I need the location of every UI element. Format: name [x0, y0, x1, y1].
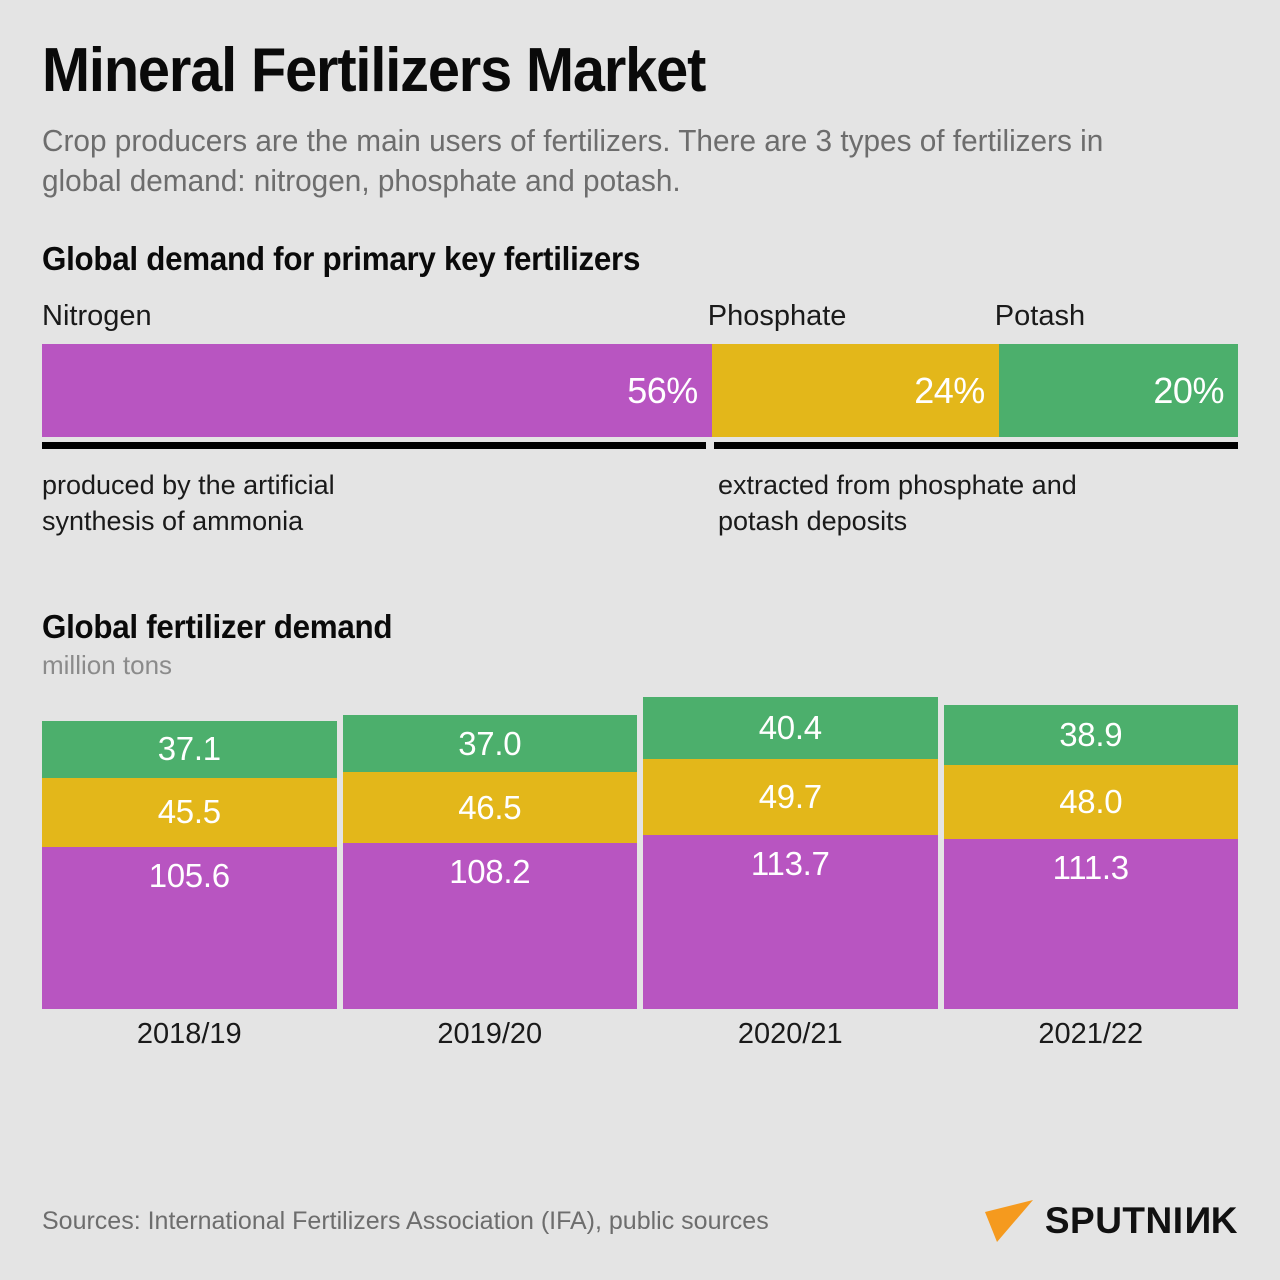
share-segment-potash: 20%	[998, 344, 1238, 438]
chart-segment-phosphate: 48.0	[943, 764, 1238, 839]
underline-rule-left	[42, 442, 706, 450]
x-axis-label: 2021/22	[1038, 1018, 1144, 1051]
section-heading-global-demand: Global fertilizer demand	[42, 608, 393, 646]
share-segment-nitrogen: 56%	[42, 344, 712, 438]
chart-x-axis-labels: 2018/19 2019/20 2020/21 2021/22	[42, 1018, 1238, 1068]
sputnik-arrow-icon	[984, 1200, 1033, 1242]
share-bar-notes: produced by the artificial synthesis of …	[42, 468, 1238, 562]
chart-segment-phosphate: 45.5	[42, 777, 337, 848]
share-bar: 56% 24% 20%	[42, 344, 1238, 438]
chart-segment-potash: 37.1	[42, 720, 337, 778]
underline-rule-right	[713, 442, 1238, 450]
chart-column: 37.1 45.5 105.6	[42, 720, 337, 1010]
segment-label-potash: Potash	[994, 300, 1086, 333]
share-bar-segment-labels: Nitrogen Phosphate Potash	[42, 300, 1238, 344]
chart-segment-nitrogen: 113.7	[643, 834, 938, 1010]
chart-segment-nitrogen: 105.6	[42, 847, 337, 1010]
segment-label-nitrogen: Nitrogen	[42, 300, 152, 333]
x-axis-label: 2019/20	[437, 1018, 543, 1051]
x-axis-label: 2020/21	[737, 1018, 843, 1051]
note-phosphate-potash-extraction: extracted from phosphate and potash depo…	[718, 470, 1077, 537]
share-bar-underline-rules	[42, 442, 1238, 454]
logo-text-part-b: K	[1210, 1200, 1238, 1241]
chart-segment-phosphate: 46.5	[342, 771, 637, 844]
logo-text-part-a: SPUTNI	[1044, 1200, 1184, 1241]
chart-segment-nitrogen: 108.2	[342, 843, 637, 1010]
units-label: million tons	[42, 650, 173, 681]
page-title: Mineral Fertilizers Market	[42, 36, 706, 105]
chart-segment-potash: 37.0	[342, 715, 637, 772]
note-nitrogen-production: produced by the artificial synthesis of …	[42, 470, 335, 537]
section-primary-demand: Global demand for primary key fertilizer…	[42, 240, 1238, 562]
sputnik-logo: SPUTNI N K	[983, 1198, 1238, 1244]
share-segment-phosphate: 24%	[711, 344, 999, 438]
chart-column: 40.4 49.7 113.7	[643, 696, 938, 1010]
chart-column: 38.9 48.0 111.3	[943, 705, 1238, 1010]
chart-column: 37.0 46.5 108.2	[342, 715, 637, 1010]
chart-segment-potash: 40.4	[643, 696, 938, 759]
chart-segment-nitrogen: 111.3	[943, 838, 1238, 1010]
stacked-column-chart: 37.1 45.5 105.6 37.0 46.5 108.2 40.4 49.7 113.7 3…	[42, 696, 1238, 1010]
x-axis-label: 2018/19	[136, 1018, 242, 1051]
sputnik-wordmark: SPUTNI N K	[1045, 1200, 1238, 1242]
chart-segment-phosphate: 49.7	[643, 758, 938, 835]
chart-segment-potash: 38.9	[943, 705, 1238, 765]
section-global-demand: Global fertilizer demand million tons 37…	[42, 608, 1238, 1068]
page-subtitle: Crop producers are the main users of fer…	[42, 123, 1104, 198]
section-heading-primary-demand: Global demand for primary key fertilizer…	[42, 240, 641, 278]
segment-label-phosphate: Phosphate	[707, 300, 847, 333]
sources-text: Sources: International Fertilizers Assoc…	[42, 1206, 769, 1235]
footer: Sources: International Fertilizers Assoc…	[42, 1198, 1238, 1244]
logo-text-flipped-n: N	[1183, 1200, 1211, 1241]
